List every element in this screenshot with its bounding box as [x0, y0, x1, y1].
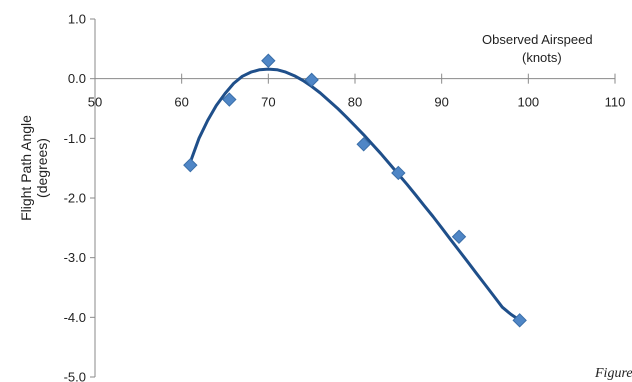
figure-reference: Figure: [594, 366, 632, 381]
y-axis-unit: (degrees): [34, 138, 50, 198]
data-point-marker: [261, 53, 276, 68]
data-point-marker: [391, 165, 406, 181]
data-point-marker: [222, 92, 237, 107]
x-tick-label: 90: [434, 95, 448, 110]
x-tick-label: 80: [348, 95, 362, 110]
x-axis-title: Observed Airspeed: [482, 32, 593, 47]
data-point-marker: [451, 229, 467, 244]
y-tick-label: 1.0: [68, 12, 86, 27]
y-tick-label: 0.0: [68, 71, 86, 86]
data-point-marker: [512, 313, 527, 328]
x-tick-label: 100: [517, 95, 539, 110]
y-axis-title: Flight Path Angle: [18, 115, 34, 221]
y-tick-labels: 1.0 0.0 -1.0 -2.0 -3.0 -4.0 -5.0: [64, 12, 95, 382]
data-points: [183, 53, 527, 328]
data-point-marker: [356, 137, 371, 152]
axes: [94, 19, 615, 377]
data-point-marker: [183, 157, 198, 173]
y-tick-label: -2.0: [64, 191, 86, 206]
trendline-curve: [188, 67, 522, 322]
y-tick-label: -1.0: [64, 131, 86, 146]
x-tick-label: 50: [88, 95, 102, 110]
y-tick-label: -3.0: [64, 250, 86, 265]
y-tick-label: -4.0: [64, 310, 86, 325]
x-tick-label: 60: [174, 95, 188, 110]
x-tick-label: 110: [605, 95, 626, 110]
x-axis-unit: (knots): [522, 50, 562, 65]
x-tick-label: 70: [261, 95, 275, 110]
y-tick-label: -5.0: [64, 370, 86, 382]
data-point-marker: [304, 72, 319, 88]
x-tick-labels: 50 60 70 80 90 100 110: [88, 73, 626, 110]
